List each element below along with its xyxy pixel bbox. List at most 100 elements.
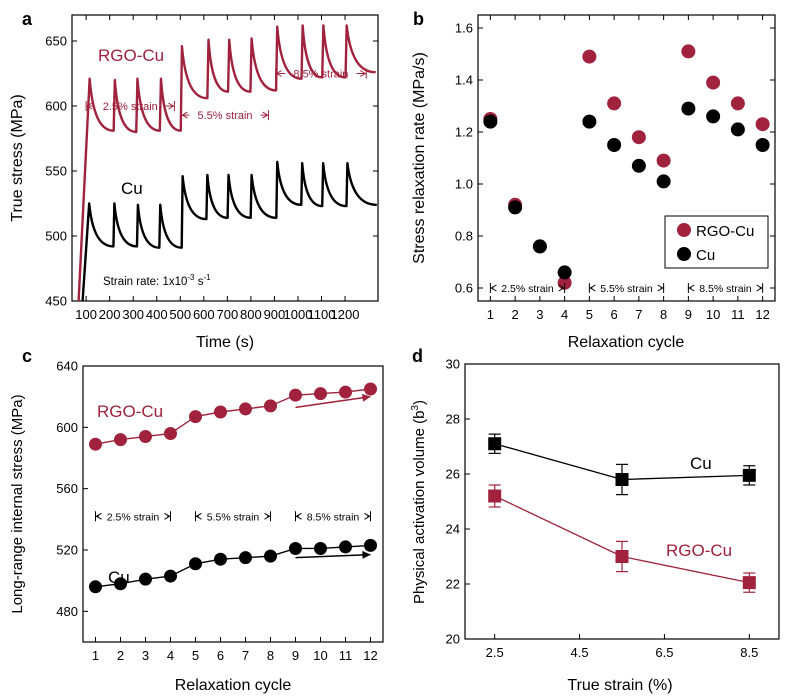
trend-arrow — [295, 553, 371, 559]
x-tick-label: 6 — [611, 307, 618, 322]
arrow-head — [275, 70, 282, 77]
y-tick-label: 560 — [56, 481, 78, 496]
label-rgo-cu-d: RGO-Cu — [666, 541, 732, 560]
panel-d-xlabel: True strain (%) — [567, 677, 672, 694]
strain-bracket: 8.5% strain — [687, 283, 764, 295]
trend-arrow-head — [362, 393, 371, 402]
x-tick-label: 1200 — [331, 307, 360, 322]
y-tick-label: 500 — [45, 229, 67, 244]
y-tick-label: 480 — [56, 604, 78, 619]
x-tick-label: 2.5 — [486, 645, 504, 660]
x-tick-label: 10 — [706, 307, 720, 322]
data-point — [582, 49, 597, 64]
data-point — [706, 75, 721, 90]
data-point — [607, 96, 622, 111]
arrow-head — [756, 284, 763, 292]
arrow-head — [164, 512, 171, 520]
arrow-head — [181, 111, 188, 119]
strain-bracket: 2.5% strain — [95, 511, 171, 523]
x-tick-label: 8.5 — [740, 645, 758, 660]
x-tick-label: 10 — [313, 648, 327, 663]
arrow-head — [95, 512, 102, 520]
x-tick-label: 1 — [92, 648, 99, 663]
data-point — [607, 138, 622, 152]
y-tick-label: 1.2 — [455, 125, 473, 140]
x-tick-label: 5 — [192, 648, 199, 663]
trend-arrow-head — [362, 550, 371, 559]
data-point — [532, 239, 547, 254]
data-point — [189, 557, 202, 571]
arrow-head — [264, 512, 271, 520]
arrow-head — [168, 102, 175, 110]
data-point — [189, 410, 202, 424]
panel-b-xlabel: Relaxation cycle — [568, 334, 685, 351]
arrow-head — [558, 284, 565, 292]
arrow-head — [262, 111, 269, 119]
data-point — [239, 402, 252, 416]
data-point — [742, 576, 756, 590]
y-tick-label: 450 — [45, 294, 67, 309]
panel-a-ylabel: True stress (MPa) — [9, 94, 26, 221]
data-point — [214, 405, 227, 419]
y-tick-label: 22 — [446, 577, 460, 592]
strain-bracket: 5.5% strain — [588, 283, 665, 295]
panel-d-frame — [464, 363, 780, 640]
panel-a: a 100 200 300 400 500 600 700 800 90010001100120… — [9, 9, 379, 351]
y-tick-label: 20 — [446, 632, 460, 647]
strain-label: 5.5% strain — [600, 283, 653, 295]
arrow-head — [657, 284, 664, 292]
data-point — [364, 538, 377, 552]
y-tick-label: 28 — [446, 412, 460, 427]
data-point — [615, 473, 629, 486]
x-tick-label: 400 — [146, 307, 168, 322]
x-tick-label: 200 — [99, 307, 121, 322]
strain-bracket: 2.5% strain — [85, 101, 175, 113]
legend-label-cu: Cu — [696, 247, 715, 264]
strain-label: 8.5% strain — [293, 69, 348, 81]
data-point — [114, 577, 127, 591]
x-tick-label: 7 — [242, 648, 249, 663]
x-tick-label: 11 — [339, 648, 353, 663]
data-point — [114, 433, 127, 447]
x-tick-label: 4 — [167, 648, 174, 663]
strain-bracket: 8.5% strain — [295, 511, 371, 523]
stress-curve — [81, 160, 377, 302]
panel-c-series — [89, 382, 377, 594]
x-tick-label: 1100 — [308, 307, 336, 322]
panel-c-ylabel: Long-range internal stress (MPa) — [9, 394, 26, 613]
panel-c-xlabel: Relaxation cycle — [175, 677, 292, 694]
x-tick-label: 500 — [169, 307, 191, 322]
arrow-head — [359, 70, 367, 77]
strain-label: 5.5% strain — [197, 110, 252, 122]
x-tick-label: 600 — [193, 307, 215, 322]
x-tick-label: 7 — [635, 307, 642, 322]
x-tick-label: 3 — [536, 307, 543, 322]
data-point — [631, 158, 646, 173]
data-point — [488, 437, 502, 451]
x-tick-label: 9 — [685, 307, 692, 322]
data-point — [755, 138, 770, 152]
y-tick-label: 0.6 — [455, 281, 473, 296]
data-point — [656, 153, 671, 168]
label-cu-a: Cu — [121, 179, 143, 198]
data-point — [314, 387, 327, 401]
data-point — [656, 174, 671, 189]
strain-label: 2.5% strain — [501, 283, 554, 295]
data-point — [508, 200, 523, 215]
panel-d-ylabel: Physical activation volume (b3) — [410, 400, 428, 604]
x-tick-label: 4.5 — [571, 645, 589, 660]
data-point — [615, 550, 629, 563]
x-tick-label: 700 — [217, 307, 239, 322]
strain-label: 8.5% strain — [699, 283, 752, 295]
x-tick-label: 9 — [292, 648, 299, 663]
data-point — [755, 117, 770, 132]
data-point — [89, 437, 102, 451]
series-line — [95, 544, 371, 588]
strain-bracket: 8.5% strain — [275, 68, 367, 81]
x-tick-label: 6.5 — [655, 645, 673, 660]
data-point — [264, 399, 277, 413]
data-point — [730, 96, 745, 111]
data-point — [582, 114, 597, 129]
data-point — [214, 552, 227, 566]
y-tick-label: 640 — [56, 359, 78, 374]
